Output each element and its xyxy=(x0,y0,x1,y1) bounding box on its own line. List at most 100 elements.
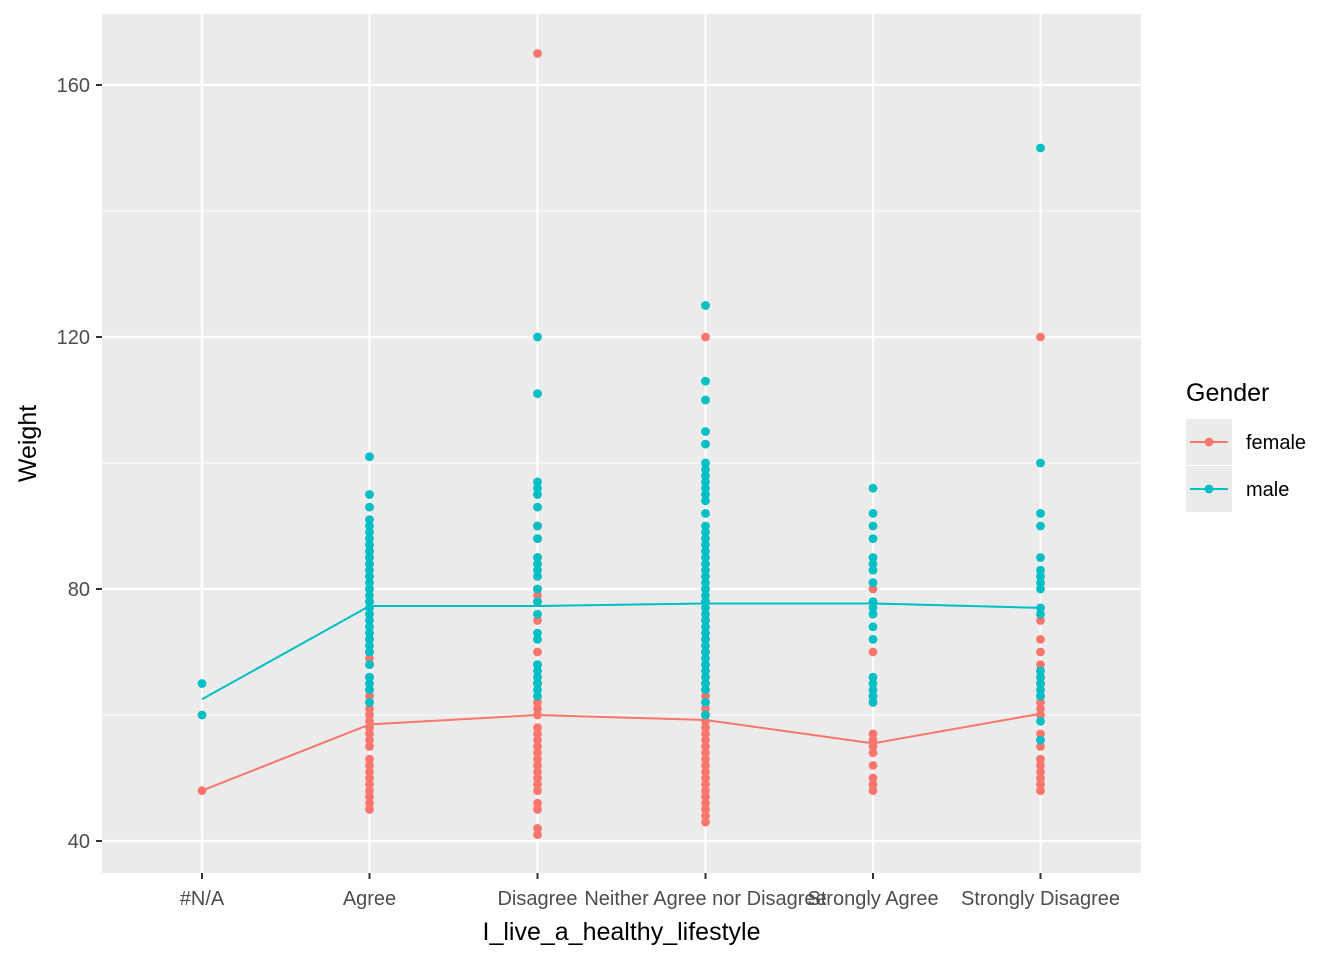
data-point-male xyxy=(365,660,374,669)
data-point-female xyxy=(1036,754,1045,764)
data-point-male xyxy=(701,471,710,480)
minor-gridlines xyxy=(102,210,1141,716)
data-point-female xyxy=(1036,616,1045,625)
data-point-female xyxy=(701,767,710,777)
data-point-female xyxy=(868,779,878,789)
data-point-male xyxy=(868,603,878,613)
data-point-male xyxy=(533,534,542,543)
data-point-male xyxy=(868,521,878,531)
data-point-female xyxy=(533,805,542,814)
data-point-male xyxy=(365,641,374,651)
data-point-female xyxy=(533,748,542,758)
data-point-male xyxy=(1036,143,1045,153)
data-point-male xyxy=(868,559,878,569)
data-point-male xyxy=(365,616,374,625)
x-tick-label: Neither Agree nor Disagree xyxy=(584,888,826,910)
data-point-female xyxy=(1036,767,1045,777)
x-axis-title: I_live_a_healthy_lifestyle xyxy=(483,918,761,946)
series-lines xyxy=(201,602,1041,792)
data-point-female xyxy=(1036,660,1045,669)
data-point-male xyxy=(701,534,710,543)
data-point-male xyxy=(365,521,374,531)
data-point-male xyxy=(868,685,878,695)
data-point-female xyxy=(701,691,710,701)
data-point-male xyxy=(533,477,542,487)
data-point-female xyxy=(365,773,374,783)
data-point-male xyxy=(701,647,710,657)
data-point-male xyxy=(868,509,878,518)
y-tick-label: 160 xyxy=(57,75,90,97)
data-point-female xyxy=(365,653,374,663)
data-point-male xyxy=(533,666,542,676)
data-point-female xyxy=(868,786,878,795)
data-point-male xyxy=(868,635,878,644)
data-point-female xyxy=(701,716,710,726)
data-point-male xyxy=(868,483,878,493)
data-point-male xyxy=(1036,458,1045,468)
data-point-female xyxy=(1036,779,1045,789)
y-tick-label: 80 xyxy=(68,579,90,601)
data-point-male xyxy=(701,660,710,669)
data-point-female xyxy=(701,817,710,827)
legend-label: male xyxy=(1246,479,1289,501)
data-point-male xyxy=(365,698,374,707)
data-point-male xyxy=(868,597,878,606)
data-point-male xyxy=(1036,584,1045,594)
data-point-male xyxy=(533,572,542,581)
legend-key-point xyxy=(1204,484,1214,494)
data-point-female xyxy=(701,811,710,821)
data-point-male xyxy=(365,685,374,695)
data-point-female xyxy=(533,754,542,764)
data-point-male xyxy=(701,584,710,594)
data-point-male xyxy=(365,534,374,543)
data-point-female xyxy=(1036,710,1045,720)
plot-panel xyxy=(102,14,1141,873)
data-point-female xyxy=(1036,773,1045,783)
data-point-female xyxy=(701,704,710,714)
data-point-female xyxy=(365,691,374,701)
data-point-female xyxy=(365,779,374,789)
data-point-male xyxy=(365,515,374,525)
data-point-male xyxy=(868,672,878,682)
data-point-female xyxy=(365,792,374,802)
legend-key-point xyxy=(1204,437,1214,447)
data-point-female xyxy=(1036,698,1045,707)
data-point-female xyxy=(533,698,542,707)
data-point-male xyxy=(1036,521,1045,531)
data-point-male xyxy=(701,572,710,581)
data-point-female xyxy=(533,830,542,840)
data-point-female xyxy=(1036,761,1045,770)
data-point-female xyxy=(533,786,542,795)
data-point-female xyxy=(365,805,374,814)
data-point-male xyxy=(197,679,207,688)
data-point-male xyxy=(365,540,374,550)
data-point-female xyxy=(1036,332,1045,342)
data-point-female xyxy=(701,748,710,758)
data-point-female xyxy=(365,786,374,795)
data-point-male xyxy=(868,691,878,701)
data-point-male xyxy=(701,496,710,506)
data-point-male xyxy=(533,679,542,688)
data-point-male xyxy=(701,540,710,550)
data-point-male xyxy=(701,376,710,386)
data-point-male xyxy=(533,660,542,669)
y-tick-label: 120 xyxy=(57,327,90,349)
data-point-male xyxy=(533,559,542,569)
data-point-male xyxy=(868,679,878,688)
data-point-male xyxy=(1036,572,1045,581)
legend-label: female xyxy=(1246,432,1306,454)
data-point-male xyxy=(701,666,710,676)
data-point-male xyxy=(701,521,710,531)
data-point-female xyxy=(701,786,710,795)
data-point-female xyxy=(868,647,878,657)
data-point-male xyxy=(1036,578,1045,588)
data-point-male xyxy=(1036,609,1045,619)
data-point-female xyxy=(365,710,374,720)
x-tick-label: Strongly Disagree xyxy=(961,888,1120,910)
legend: Gender female male xyxy=(1186,379,1306,512)
data-point-male xyxy=(365,578,374,588)
data-point-female xyxy=(533,729,542,739)
data-point-male xyxy=(1036,666,1045,676)
data-point-male xyxy=(701,653,710,663)
data-point-female xyxy=(533,824,542,833)
